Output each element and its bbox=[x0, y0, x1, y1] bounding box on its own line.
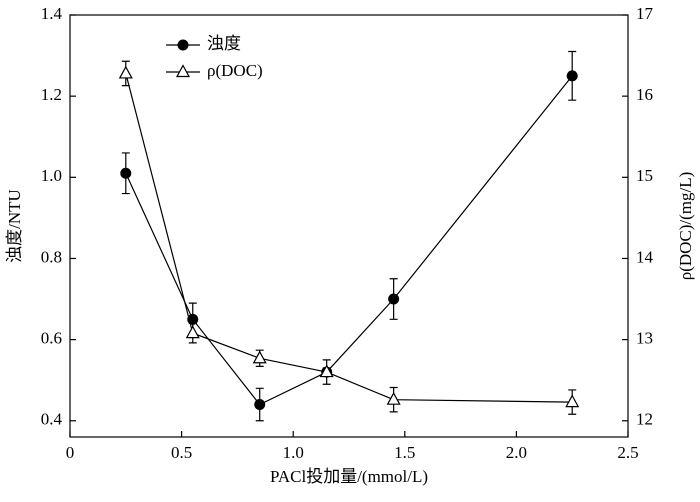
data-point bbox=[118, 65, 133, 79]
x-axis-label: PACl投加量/(mmol/L) bbox=[270, 467, 428, 486]
legend-marker bbox=[177, 39, 189, 51]
x-tick-label: 2.5 bbox=[617, 443, 638, 462]
y-tick-label: 1.4 bbox=[41, 4, 63, 23]
data-point bbox=[319, 364, 334, 378]
y2-tick-label: 14 bbox=[636, 247, 654, 266]
x-tick-label: 1.0 bbox=[283, 443, 304, 462]
legend-label: 浊度 bbox=[207, 34, 241, 53]
data-point bbox=[252, 350, 267, 364]
y-tick-label: 0.8 bbox=[41, 247, 62, 266]
data-point bbox=[388, 293, 400, 305]
y-tick-label: 0.6 bbox=[41, 329, 62, 348]
x-tick-label: 0 bbox=[66, 443, 75, 462]
y2-tick-label: 12 bbox=[636, 410, 653, 429]
y-tick-label: 0.4 bbox=[41, 410, 63, 429]
data-point bbox=[386, 391, 401, 405]
data-point bbox=[566, 70, 578, 82]
y2-tick-label: 17 bbox=[636, 4, 654, 23]
y-tick-label: 1.0 bbox=[41, 166, 62, 185]
x-tick-label: 2.0 bbox=[506, 443, 527, 462]
legend-label: ρ(DOC) bbox=[207, 61, 263, 80]
y-tick-label: 1.2 bbox=[41, 85, 62, 104]
y-axis-label: 浊度/NTU bbox=[5, 189, 24, 263]
data-point bbox=[185, 325, 200, 339]
x-tick-label: 0.5 bbox=[171, 443, 192, 462]
y2-tick-label: 13 bbox=[636, 329, 653, 348]
data-point bbox=[565, 394, 580, 408]
x-tick-label: 1.5 bbox=[394, 443, 415, 462]
plot-frame bbox=[69, 14, 629, 438]
y2-axis-label: ρ(DOC)/(mg/L) bbox=[676, 172, 695, 281]
data-point bbox=[254, 399, 266, 411]
series-line bbox=[125, 73, 573, 403]
data-point bbox=[120, 167, 132, 179]
legend-marker bbox=[175, 64, 191, 78]
y2-tick-label: 16 bbox=[636, 85, 653, 104]
y2-tick-label: 15 bbox=[636, 166, 653, 185]
series-line bbox=[125, 75, 573, 406]
